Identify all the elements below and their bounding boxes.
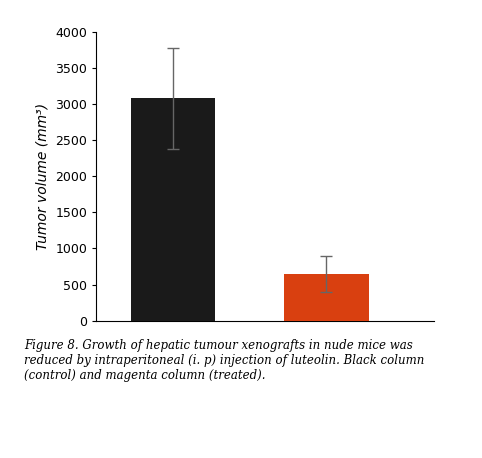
Y-axis label: Tumor volume (mm³): Tumor volume (mm³)	[36, 103, 50, 250]
Text: Figure 8. Growth of hepatic tumour xenografts in nude mice was
reduced by intrap: Figure 8. Growth of hepatic tumour xenog…	[24, 339, 425, 382]
Bar	[131, 98, 215, 321]
Bar	[284, 274, 369, 321]
